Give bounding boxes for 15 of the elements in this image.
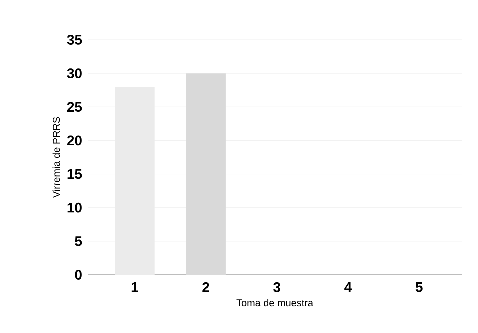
y-tick-label: 35 (67, 35, 82, 45)
x-tick-label: 4 (344, 282, 352, 292)
y-tick-label: 0 (75, 270, 82, 280)
x-tick-label: 5 (416, 282, 423, 292)
y-tick-label: 25 (67, 102, 82, 112)
y-tick-label: 5 (75, 236, 82, 246)
x-tick-label: 2 (202, 282, 210, 292)
x-axis-title: Toma de muestra (236, 299, 314, 307)
x-tick-label: 3 (274, 282, 281, 292)
y-tick-label: 15 (68, 169, 82, 180)
y-tick-label: 30 (67, 68, 82, 79)
y-tick-label: 20 (67, 136, 82, 146)
y-axis-title: Virremia de PRRS (52, 117, 60, 198)
x-tick-label: 1 (132, 282, 138, 292)
y-tick-label: 10 (68, 202, 82, 213)
